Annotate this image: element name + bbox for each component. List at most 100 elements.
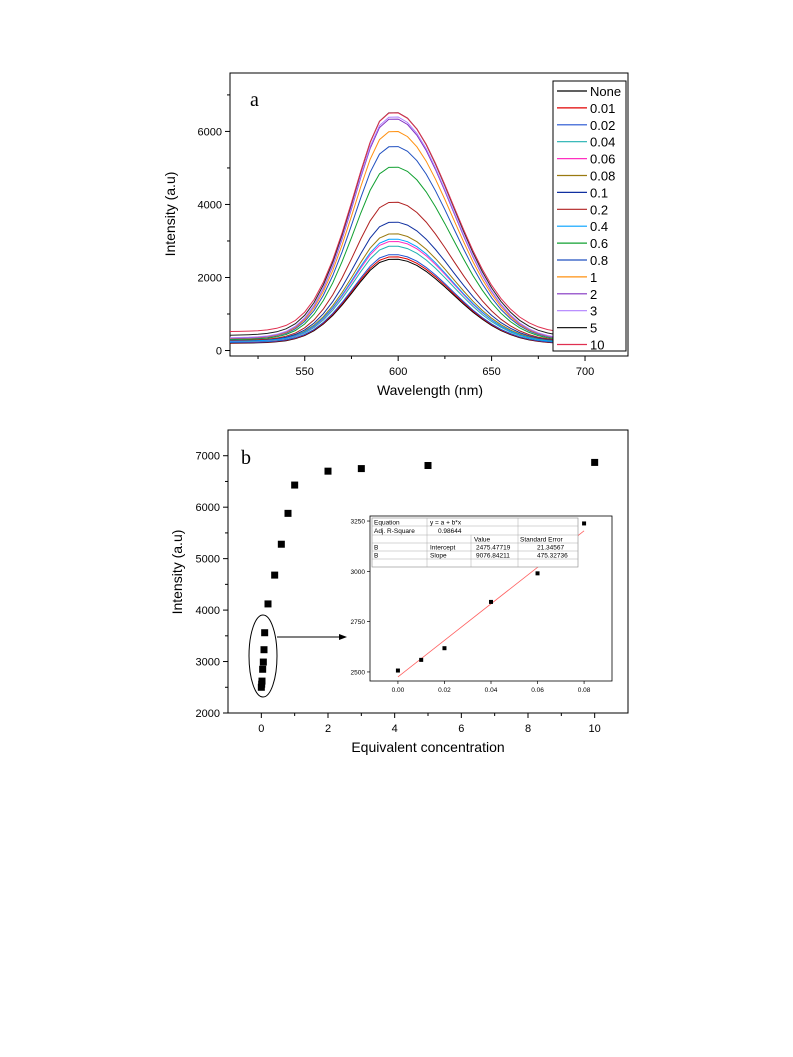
data-point	[277, 540, 285, 548]
inset-data-point	[419, 657, 424, 662]
fit-row-se: 21.34567	[537, 545, 564, 552]
data-point	[271, 571, 279, 579]
panel-b-x-axis-label: Equivalent concentration	[351, 739, 504, 755]
fit-equation-label: Equation	[374, 520, 400, 527]
panel-b-label: b	[241, 447, 251, 469]
inset-data-point	[535, 571, 540, 576]
x-tick-label: 650	[482, 366, 500, 378]
x-tick-label: 6	[458, 723, 464, 735]
panel-b-chart: 0 2 4 6 8 10 2000 3000 4000 5000 6000 7000 b Equiv…	[169, 429, 629, 755]
inset-data-points	[395, 521, 587, 673]
fit-row-param: Slope	[430, 553, 447, 560]
y-tick-label: 4000	[198, 199, 222, 211]
legend-label: 0.02	[590, 118, 615, 133]
panel-a-y-axis: 0 2000 4000 6000	[198, 94, 230, 358]
panel-b-y-axis: 2000 3000 4000 5000 6000 7000	[196, 451, 228, 720]
fit-row-series: B	[374, 545, 378, 552]
legend-label: 1	[590, 270, 597, 285]
low-concentration-highlight-ellipse	[248, 614, 278, 698]
inset-y-tick-label: 2750	[351, 619, 366, 626]
inset-data-point	[489, 599, 493, 604]
legend-label: 0.2	[590, 202, 608, 217]
inset-fit-table: Equation y = a + b*x Adj. R-Square 0.986…	[371, 517, 579, 568]
legend-label: 5	[590, 321, 597, 336]
inset-x-tick-label: 0.06	[531, 687, 544, 694]
legend-label: 0.4	[590, 219, 608, 234]
y-tick-label: 6000	[196, 502, 220, 514]
data-point	[357, 465, 365, 473]
y-tick-label: 7000	[196, 451, 220, 463]
fit-row-value: 9076.84211	[476, 553, 510, 560]
data-point	[260, 646, 268, 654]
y-tick-label: 2000	[198, 272, 222, 284]
inset-y-tick-label: 3000	[351, 569, 366, 576]
legend-label: 3	[590, 304, 597, 319]
inset-x-tick-label: 0.02	[438, 687, 451, 694]
data-point	[258, 677, 266, 685]
panel-a-label: a	[250, 89, 259, 111]
legend-label: 0.08	[590, 169, 615, 184]
x-tick-label: 0	[258, 723, 264, 735]
legend-label: None	[590, 84, 621, 99]
x-tick-label: 2	[325, 723, 331, 735]
fit-r2-label: Adj. R-Square	[374, 528, 415, 535]
panel-a-chart: 550 600 650 700 0 2000 4000 6000 a Wavelength …	[162, 72, 629, 398]
panel-a-legend-entries: None 0.01 0.02 0.04 0.06 0.080.1 0.2 0.4 0.6 0.8 1…	[557, 84, 621, 353]
panel-b-data-points	[257, 458, 599, 691]
panel-a-y-axis-label: Intensity (a.u)	[162, 172, 178, 257]
data-point	[264, 600, 272, 608]
y-tick-label: 5000	[196, 554, 220, 566]
y-tick-label: 6000	[198, 126, 222, 138]
panel-a-x-axis-label: Wavelength (nm)	[377, 382, 483, 398]
inset-y-tick-label: 2500	[351, 669, 366, 676]
data-point	[424, 462, 432, 470]
x-tick-label: 600	[389, 366, 407, 378]
inset-y-tick-label: 3250	[351, 519, 366, 526]
x-tick-label: 4	[392, 723, 398, 735]
y-tick-label: 4000	[196, 605, 220, 617]
panel-a-legend-box	[552, 80, 627, 352]
legend-label: 2	[590, 287, 597, 302]
legend-label: 0.1	[590, 185, 608, 200]
x-tick-label: 10	[589, 723, 601, 735]
x-tick-label: 8	[525, 723, 531, 735]
fit-se-header: Standard Error	[520, 537, 563, 544]
x-tick-label: 550	[296, 366, 314, 378]
fit-r2-value: 0.98644	[438, 528, 462, 535]
panel-a-plot-frame	[229, 72, 629, 357]
inset-x-tick-label: 0.00	[392, 687, 405, 694]
y-tick-label: 2000	[196, 708, 220, 720]
data-point	[284, 509, 292, 517]
fit-row-se: 475.32736	[537, 553, 568, 560]
inset-data-point	[442, 646, 447, 651]
legend-label: 0.8	[590, 253, 608, 268]
y-tick-label: 3000	[196, 657, 220, 669]
inset-y-axis: 2500 2750 3000 3250	[351, 519, 370, 676]
fit-equation: y = a + b*x	[430, 520, 462, 527]
inset-x-tick-label: 0.04	[485, 687, 498, 694]
fit-value-header: Value	[474, 537, 491, 544]
inset-x-axis: 0.00 0.02 0.04 0.06 0.08	[392, 681, 591, 694]
legend-label: 10	[590, 338, 604, 353]
inset-x-tick-label: 0.08	[578, 687, 591, 694]
data-point	[324, 467, 332, 475]
inset-data-point	[395, 668, 400, 673]
legend-label: 0.04	[590, 135, 615, 150]
fit-row-param: Intercept	[430, 545, 455, 552]
x-tick-label: 700	[576, 366, 594, 378]
data-point	[291, 481, 299, 489]
data-point	[261, 629, 269, 637]
panel-b-y-axis-label: Intensity (a.u)	[169, 530, 185, 615]
inset-data-point	[582, 521, 587, 526]
panel-a-legend: None 0.01 0.02 0.04 0.06 0.080.1 0.2 0.4 0.6 0.8 1…	[552, 80, 627, 353]
panel-b-x-axis: 0 2 4 6 8 10	[258, 713, 601, 735]
inset-chart: 0.00 0.02 0.04 0.06 0.08 2500 2750 3000 3250 Eq…	[351, 515, 613, 694]
legend-label: 0.06	[590, 152, 615, 167]
panel-a-x-axis: 550 600 650 700	[257, 356, 594, 378]
data-point	[591, 458, 599, 466]
data-point	[259, 665, 267, 673]
legend-label: 0.6	[590, 236, 608, 251]
legend-label: 0.01	[590, 101, 615, 116]
fit-row-value: 2475.47719	[476, 545, 511, 552]
